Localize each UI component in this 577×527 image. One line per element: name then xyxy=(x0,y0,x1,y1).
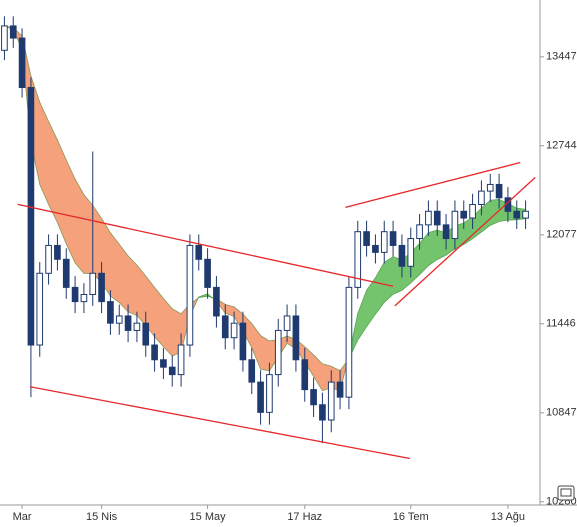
candle-body xyxy=(389,231,397,246)
candle-body xyxy=(257,381,264,413)
candle-body xyxy=(363,231,370,246)
ema-band xyxy=(83,193,93,274)
candle-body xyxy=(133,322,141,331)
candle-body xyxy=(292,315,300,361)
candle-body xyxy=(98,272,105,303)
candle-body xyxy=(204,258,211,288)
x-tick-label: 15 May xyxy=(190,511,227,523)
trendline xyxy=(17,203,394,287)
candle-body xyxy=(168,366,176,376)
candle-body xyxy=(310,389,317,406)
ema-band xyxy=(127,255,138,316)
candle-body xyxy=(336,381,344,398)
candle-body xyxy=(45,244,52,274)
candle-body xyxy=(416,224,423,240)
ema-band xyxy=(260,335,270,372)
y-tick-label: 13447 xyxy=(546,51,577,63)
candle-body xyxy=(274,329,282,376)
candle-body xyxy=(142,322,150,346)
trendline xyxy=(345,161,521,208)
candle-body xyxy=(18,37,26,89)
candle-body xyxy=(478,190,485,206)
y-tick-label: 12744 xyxy=(546,140,577,152)
candle-body xyxy=(36,272,44,346)
candle-body xyxy=(54,244,61,260)
candle-body xyxy=(433,210,441,226)
icon-frame[interactable] xyxy=(557,485,575,501)
candle-body xyxy=(71,286,79,303)
x-tick-label: 15 Nis xyxy=(86,511,118,523)
x-tick-label: 16 Tem xyxy=(393,511,429,523)
ema-band xyxy=(74,178,85,275)
candle-body xyxy=(62,258,70,288)
candle-body xyxy=(398,244,406,267)
candle-body xyxy=(186,244,194,346)
candle-body xyxy=(80,293,88,303)
candle-body xyxy=(380,231,388,253)
candle-body xyxy=(451,210,459,240)
trendline xyxy=(29,386,410,460)
candle-body xyxy=(425,210,432,226)
candle-body xyxy=(442,224,450,240)
candle-body xyxy=(327,381,335,421)
candle-body xyxy=(522,210,529,219)
candle-body xyxy=(407,238,415,267)
y-tick-label: 12077 xyxy=(546,229,577,241)
candle-body xyxy=(115,315,123,324)
y-tick-label: 11446 xyxy=(546,318,576,330)
plot-area xyxy=(1,16,536,460)
candle-body xyxy=(345,286,353,398)
candle-body xyxy=(213,286,220,317)
candle-body xyxy=(460,210,468,219)
candle-body xyxy=(513,210,521,219)
x-tick-label: 13 Ağu xyxy=(491,511,525,523)
candle-body xyxy=(124,315,132,331)
ema-band xyxy=(110,231,120,304)
candle-body xyxy=(27,87,35,346)
candle-body xyxy=(107,301,114,324)
candle-body xyxy=(266,374,273,413)
candle-body xyxy=(230,322,238,339)
candle-body xyxy=(151,344,158,361)
candle-body xyxy=(195,244,203,260)
y-tick-label: 10847 xyxy=(546,407,577,419)
candle-body xyxy=(89,272,97,295)
candle-body xyxy=(9,25,17,39)
screenshot-icon[interactable] xyxy=(557,485,575,501)
candle-body xyxy=(239,322,247,361)
candle-body xyxy=(221,315,229,339)
candle-body xyxy=(301,359,309,391)
candle-body xyxy=(495,183,503,199)
candle-body xyxy=(354,231,362,288)
candle-body xyxy=(177,344,185,376)
candle-body xyxy=(283,315,291,331)
candle-body xyxy=(248,359,256,383)
candle-body xyxy=(486,183,494,192)
trendline xyxy=(394,176,536,307)
x-tick-label: Mar xyxy=(13,511,32,523)
candle-body xyxy=(1,25,8,51)
icon-inner[interactable] xyxy=(560,488,572,497)
candle-body xyxy=(469,204,476,219)
x-tick-label: 17 Haz xyxy=(287,511,322,523)
ema-line xyxy=(4,25,526,372)
candle-body xyxy=(319,404,326,421)
candle-body xyxy=(372,244,379,253)
candle-body xyxy=(160,359,167,368)
